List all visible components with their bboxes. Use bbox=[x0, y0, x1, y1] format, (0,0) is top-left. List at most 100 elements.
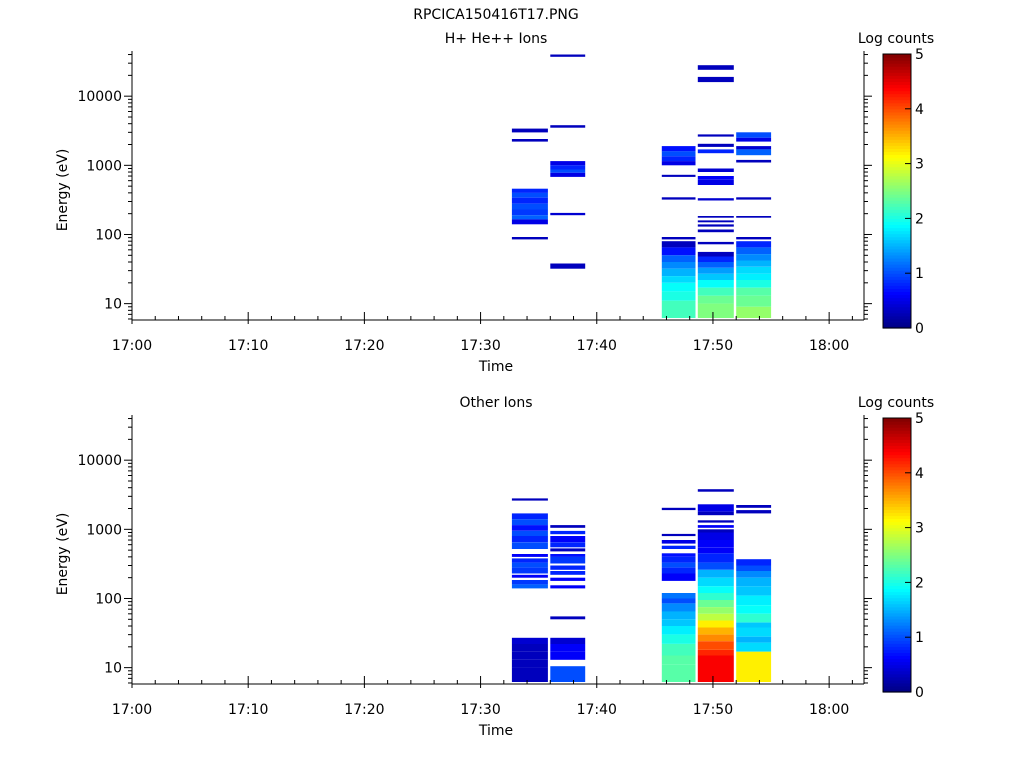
colorbar-segment bbox=[883, 206, 911, 210]
colorbar-segment bbox=[883, 484, 911, 489]
figure-title: RPCICA150416T17.PNG bbox=[413, 7, 578, 23]
heatmap-cell bbox=[697, 569, 734, 578]
heatmap-cell bbox=[511, 558, 548, 563]
heatmap-cell bbox=[697, 229, 734, 233]
heatmap-cell bbox=[697, 179, 734, 185]
heatmap-cell bbox=[661, 174, 696, 177]
colorbar-segment bbox=[883, 251, 911, 256]
colorbar-segment bbox=[883, 218, 911, 223]
axes: 17:00 17:10 17:20 17:30 17:40 17:50 18:00 10 100… bbox=[77, 51, 872, 354]
heatmap-cell bbox=[511, 197, 548, 204]
heatmap-cell bbox=[661, 634, 696, 644]
colorbar-segment bbox=[883, 451, 911, 456]
colorbar-segment bbox=[883, 227, 911, 232]
colorbar-segment bbox=[883, 282, 911, 286]
heatmap-cell bbox=[736, 505, 772, 508]
heatmap-cell bbox=[661, 146, 696, 152]
colorbar-segment bbox=[883, 612, 911, 617]
colorbar-segment bbox=[883, 491, 911, 495]
colorbar-segment bbox=[883, 475, 911, 480]
heatmap-cell bbox=[697, 251, 734, 257]
x-tick-label: 17:50 bbox=[693, 338, 733, 354]
heatmap-cell bbox=[661, 619, 696, 626]
colorbar-segment bbox=[883, 163, 911, 168]
colorbar-segment bbox=[883, 291, 911, 296]
colorbar-segment bbox=[883, 102, 911, 107]
heatmap-cell bbox=[661, 556, 696, 563]
heatmap-cell bbox=[550, 161, 586, 166]
y-tick-label: 10 bbox=[104, 297, 122, 313]
colorbar-segment bbox=[883, 500, 911, 504]
heatmap-cell bbox=[550, 536, 586, 543]
x-tick-label: 17:50 bbox=[693, 702, 733, 718]
heatmap-cell bbox=[697, 525, 734, 528]
colorbar-segment bbox=[883, 257, 911, 262]
x-tick-label: 17:40 bbox=[577, 338, 617, 354]
colorbar-segment bbox=[883, 509, 911, 513]
heatmap-cell bbox=[511, 237, 548, 240]
colorbar-segment bbox=[883, 625, 911, 629]
colorbar-segment bbox=[883, 96, 911, 101]
heatmap-cell bbox=[697, 540, 734, 548]
colorbar-segment bbox=[883, 667, 911, 672]
heatmap-cell bbox=[511, 215, 548, 220]
colorbar-segment bbox=[883, 81, 911, 86]
heatmap-cell bbox=[736, 613, 772, 623]
colorbar-tick-label: 5 bbox=[915, 47, 924, 63]
heatmap-cell bbox=[550, 565, 586, 570]
heatmap-cell bbox=[736, 247, 772, 255]
heatmap-cell bbox=[736, 636, 772, 643]
heatmap-cell bbox=[661, 161, 696, 166]
colorbar-segment bbox=[883, 184, 911, 189]
y-tick-label: 10000 bbox=[77, 453, 122, 469]
colorbar-segment bbox=[883, 279, 911, 283]
colorbar-label: Log counts bbox=[858, 31, 934, 47]
colorbar-segment bbox=[883, 236, 911, 241]
colorbar-segment bbox=[883, 297, 911, 302]
heatmap-cell bbox=[661, 553, 696, 557]
colorbar-segment bbox=[883, 418, 911, 422]
heatmap-cell bbox=[736, 159, 772, 163]
heatmap-cell bbox=[661, 533, 696, 537]
colorbar-segment bbox=[883, 172, 911, 177]
colorbar-tick-label: 0 bbox=[915, 321, 924, 337]
heatmap-cell bbox=[661, 603, 696, 612]
heatmap-cell bbox=[511, 530, 548, 537]
heatmap-cell bbox=[511, 519, 548, 526]
heatmap-cell bbox=[661, 655, 696, 665]
heatmap-cell bbox=[661, 664, 696, 682]
y-tick-label: 1000 bbox=[86, 158, 122, 174]
colorbar-segment bbox=[883, 558, 911, 562]
heatmap-cell bbox=[661, 237, 696, 240]
heatmap-cells bbox=[511, 489, 772, 682]
colorbar-segment bbox=[883, 142, 911, 146]
colorbar-segment bbox=[883, 579, 911, 583]
heatmap-cell bbox=[697, 176, 734, 180]
colorbar-segment bbox=[883, 594, 911, 599]
heatmap-cell bbox=[511, 637, 548, 644]
heatmap-cell bbox=[697, 553, 734, 563]
heatmap-cell bbox=[736, 586, 772, 596]
colorbar-segment bbox=[883, 224, 911, 229]
heatmap-cell bbox=[736, 137, 772, 142]
colorbar-segment bbox=[883, 548, 911, 553]
heatmap-cell bbox=[511, 659, 548, 668]
colorbar-segment bbox=[883, 84, 911, 89]
colorbar-segment bbox=[883, 233, 911, 238]
colorbar-segment bbox=[883, 187, 911, 192]
colorbar-tick-label: 1 bbox=[915, 266, 924, 282]
heatmap-cell bbox=[697, 143, 734, 147]
heatmap-cell bbox=[661, 567, 696, 574]
heatmap-cell bbox=[697, 547, 734, 554]
heatmap-cell bbox=[550, 577, 586, 581]
colorbar-segment bbox=[883, 442, 911, 446]
colorbar-segment bbox=[883, 448, 911, 453]
heatmap-cell bbox=[550, 556, 586, 564]
colorbar-segment bbox=[883, 488, 911, 492]
colorbar-segment bbox=[883, 658, 911, 663]
heatmap-cell bbox=[550, 554, 586, 557]
colorbar-tick-label: 2 bbox=[915, 211, 924, 227]
colorbar-segment bbox=[883, 634, 911, 638]
heatmap-cell bbox=[736, 273, 772, 280]
colorbar-segment bbox=[883, 530, 911, 535]
